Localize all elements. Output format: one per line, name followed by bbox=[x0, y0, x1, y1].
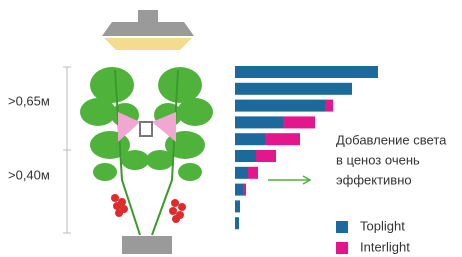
bar-segment bbox=[235, 83, 352, 95]
height-label: >0,65м bbox=[8, 93, 50, 108]
annotation: в ценоз очень bbox=[336, 152, 420, 167]
bar-segment bbox=[283, 116, 315, 128]
height-scale bbox=[63, 67, 71, 233]
infographic: >0,65м >0,40м Добавление света в ценоз о… bbox=[0, 0, 462, 257]
bar-segment bbox=[325, 100, 333, 112]
legend-swatch bbox=[336, 242, 348, 254]
bar-segment bbox=[235, 100, 325, 112]
bar-segment bbox=[248, 167, 258, 179]
bar-segment bbox=[235, 116, 283, 128]
bar-segment bbox=[235, 66, 378, 78]
arrow bbox=[268, 176, 310, 184]
pot bbox=[122, 236, 172, 254]
legend-label: Interlight bbox=[360, 239, 410, 254]
plants bbox=[80, 67, 213, 235]
bar-segment bbox=[235, 150, 256, 162]
bar-segment bbox=[265, 133, 300, 145]
legend-swatch bbox=[336, 221, 348, 233]
tomatoes bbox=[111, 194, 186, 223]
bar-segment bbox=[243, 184, 246, 196]
annotation: Добавление света bbox=[336, 132, 447, 147]
height-label: >0,40м bbox=[8, 167, 50, 182]
bar-segment bbox=[235, 184, 243, 196]
bar-segment bbox=[235, 133, 265, 145]
legend-label: Toplight bbox=[360, 218, 405, 233]
bar-segment bbox=[256, 150, 276, 162]
annotation: эффективно bbox=[336, 172, 412, 187]
top-lamp bbox=[102, 10, 194, 50]
bar-segment bbox=[235, 200, 240, 212]
bar-segment bbox=[235, 167, 248, 179]
bar-segment bbox=[235, 217, 239, 229]
